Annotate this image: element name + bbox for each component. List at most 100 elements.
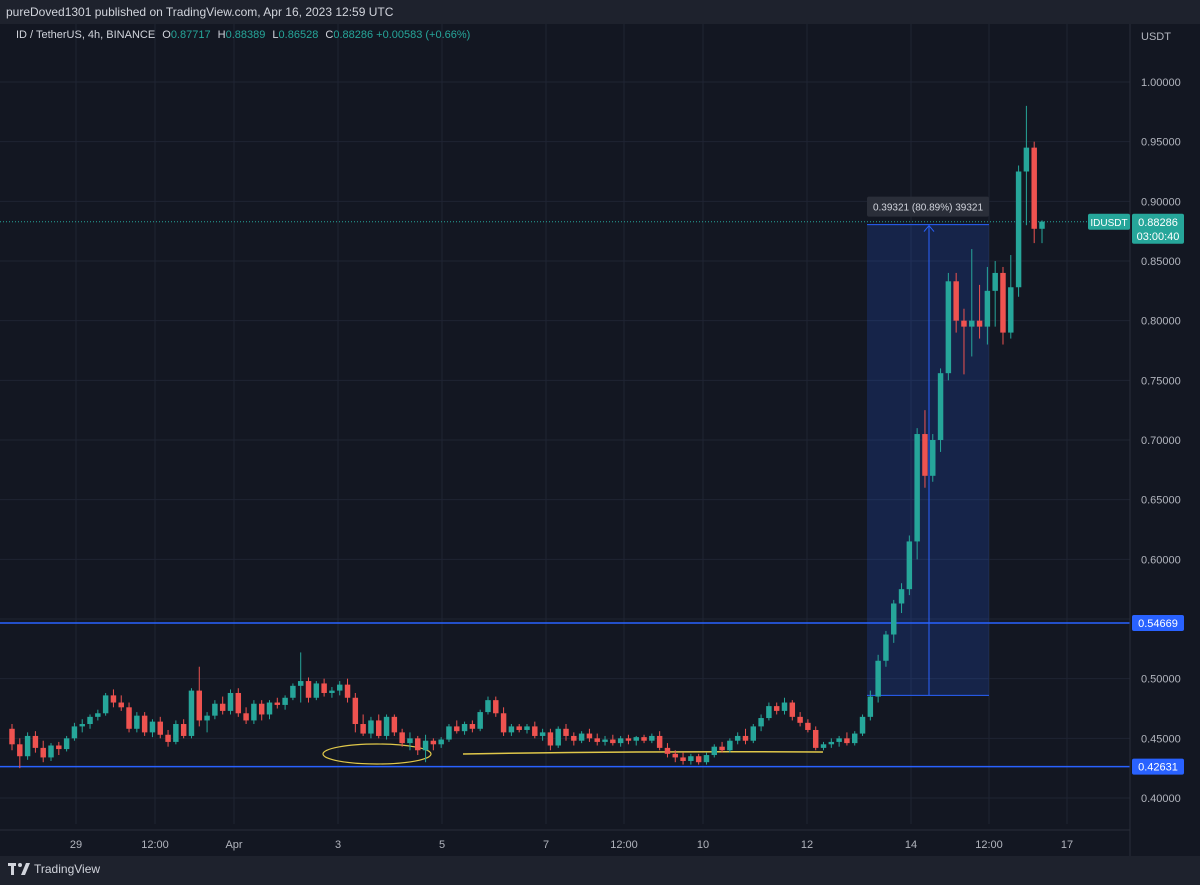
candle-body <box>313 683 320 698</box>
candle-body <box>969 320 975 327</box>
candle-body <box>243 713 249 721</box>
candle <box>227 689 234 715</box>
y-tick-label: 0.50000 <box>1141 674 1181 686</box>
x-tick-label: 12:00 <box>610 839 638 851</box>
candle-body <box>212 703 218 716</box>
candle <box>898 583 905 614</box>
candle-body <box>555 728 561 746</box>
candle <box>493 696 499 717</box>
y-tick-label: 0.40000 <box>1141 793 1181 805</box>
candle-body <box>766 706 772 719</box>
candle <box>165 729 171 747</box>
candle <box>126 702 132 733</box>
candle <box>446 724 452 742</box>
symbol-tag <box>1088 213 1130 230</box>
candle-body <box>898 589 905 604</box>
candle <box>851 731 858 746</box>
candle <box>500 707 507 736</box>
price-range-measure[interactable]: 0.39321 (80.89%) 39321 <box>867 196 989 696</box>
candle <box>24 732 31 760</box>
candle-body <box>17 744 23 757</box>
candle-body <box>118 702 124 708</box>
candle <box>532 721 538 739</box>
measure-label: 0.39321 (80.89%) 39321 <box>873 203 984 214</box>
candle-body <box>188 690 195 736</box>
candle <box>633 735 639 746</box>
candle-body <box>56 745 62 750</box>
candle-body <box>602 739 608 742</box>
change-value: +0.00583 (+0.66%) <box>376 29 471 41</box>
candle-body <box>274 702 281 705</box>
candle-body <box>266 702 273 715</box>
candle-body <box>352 697 359 725</box>
candle-body <box>976 320 983 327</box>
y-tick-label: 0.90000 <box>1141 196 1181 208</box>
candle <box>875 654 881 703</box>
candle <box>368 716 374 739</box>
candle-body <box>672 753 678 758</box>
measure-arrow-head <box>923 224 935 232</box>
candle <box>79 719 85 733</box>
candle <box>914 428 920 560</box>
candle-body <box>1023 147 1030 172</box>
candle-body <box>594 738 600 742</box>
support-underline-annotation <box>462 751 824 755</box>
candle-body <box>563 728 569 736</box>
x-tick-label: 17 <box>1061 839 1073 851</box>
candle-body <box>812 729 819 748</box>
candle-body <box>251 703 257 721</box>
tradingview-brand[interactable]: TradingView <box>8 862 100 876</box>
candle-body <box>719 746 725 751</box>
candle <box>680 752 686 765</box>
candle <box>9 724 15 751</box>
candle <box>688 753 694 765</box>
candle <box>586 728 593 742</box>
y-tick-label: 0.70000 <box>1141 435 1181 447</box>
candle-body <box>773 706 780 711</box>
candle <box>17 738 23 769</box>
candle <box>937 368 944 452</box>
candle-body <box>883 634 889 661</box>
candle-body <box>742 735 749 741</box>
x-tick-label: 12:00 <box>141 839 169 851</box>
candle <box>258 700 265 721</box>
candlestick-chart[interactable]: 0.39321 (80.89%) 39321 USDT 0.40000 0.4500… <box>0 24 1200 856</box>
candle-body <box>422 740 429 751</box>
candle-body <box>454 726 460 732</box>
candle <box>766 702 772 721</box>
brand-label: TradingView <box>34 862 101 876</box>
candle <box>266 700 273 720</box>
price-axis[interactable]: USDT0.400000.450000.500000.550000.600000… <box>1088 24 1200 856</box>
candle <box>110 689 117 708</box>
candle-body <box>1039 221 1045 229</box>
candle <box>750 724 757 744</box>
candle <box>219 696 226 715</box>
candle <box>891 599 897 643</box>
candle <box>516 724 522 733</box>
x-tick-label: 7 <box>543 839 549 851</box>
candle <box>360 714 366 736</box>
candle <box>485 696 491 715</box>
candle-body <box>1000 272 1006 333</box>
candle <box>641 734 647 744</box>
current-price-tag <box>1132 213 1184 244</box>
candle <box>930 434 936 482</box>
y-tick-label: 0.80000 <box>1141 316 1181 328</box>
annotations <box>322 743 824 765</box>
x-tick-label: 12:00 <box>975 839 1003 851</box>
time-axis[interactable]: 29 12:00 Apr 3 5 7 12:00 10 12 14 12:00 17 <box>0 829 1130 851</box>
candle-body <box>703 755 710 763</box>
candle <box>454 720 460 734</box>
publish-info: pureDoved1301 published on TradingView.c… <box>6 5 394 19</box>
candle-body <box>485 700 491 713</box>
candle-body <box>235 692 242 714</box>
candles <box>9 105 1045 769</box>
candle-body <box>1031 147 1037 229</box>
candle-body <box>227 692 234 711</box>
countdown-label: 03:00:40 <box>1137 231 1180 243</box>
candle <box>477 709 483 732</box>
candle <box>407 732 413 751</box>
y-tick-label: 1.00000 <box>1141 77 1181 89</box>
candle-body <box>141 715 148 733</box>
candle <box>1008 255 1014 339</box>
